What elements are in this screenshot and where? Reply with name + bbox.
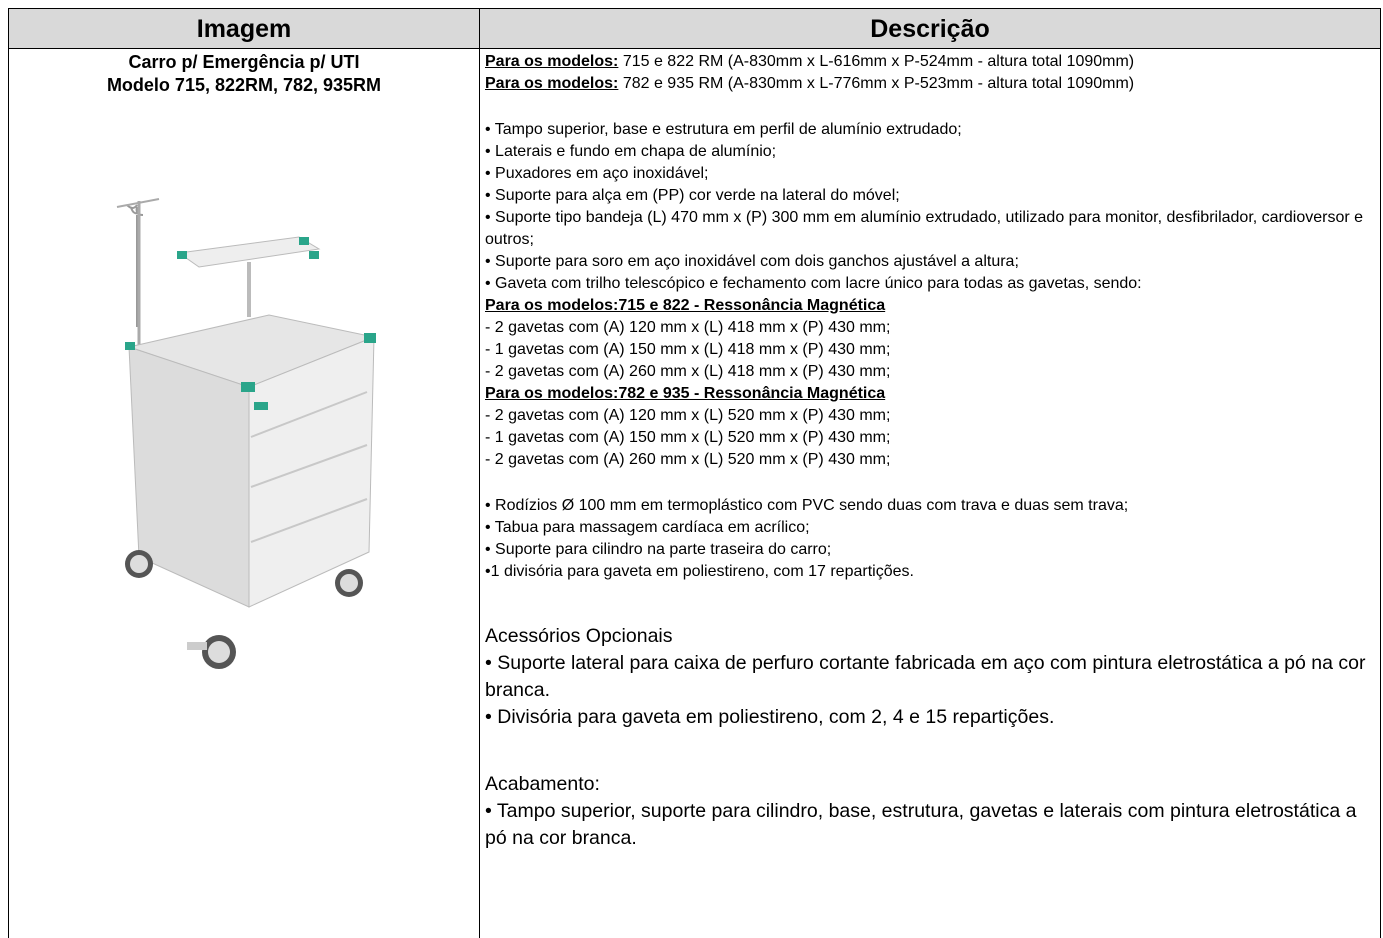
image-cell: Carro p/ Emergência p/ UTI Modelo 715, 8… — [9, 51, 479, 97]
drawer-line: - 2 gavetas com (A) 260 mm x (L) 520 mm … — [485, 451, 891, 468]
drawer-line: - 1 gavetas com (A) 150 mm x (L) 520 mm … — [485, 429, 891, 446]
section: Acabamento: • Tampo superior, suporte par… — [485, 771, 1376, 852]
extra-item: • Tabua para massagem cardíaca em acríli… — [485, 519, 810, 536]
group-heading: Para os modelos:782 e 935 - Ressonância … — [485, 385, 886, 402]
drawer-line: - 1 gavetas com (A) 150 mm x (L) 418 mm … — [485, 341, 891, 358]
dimension-label: Para os modelos: — [485, 53, 619, 70]
spacer — [485, 731, 1376, 771]
feature-item: • Suporte para soro em aço inoxidável co… — [485, 253, 1019, 270]
header-cell: Descrição — [480, 9, 1380, 49]
column-divider — [479, 49, 480, 938]
dimension-label: Para os modelos: — [485, 75, 619, 92]
spacer — [485, 583, 1376, 623]
spacer — [485, 471, 1376, 495]
section-item: • Suporte lateral para caixa de perfuro … — [485, 652, 1366, 701]
feature-item: • Suporte tipo bandeja (L) 470 mm x (P) … — [485, 209, 1364, 248]
cart-image — [116, 198, 376, 669]
drawer-line: - 2 gavetas com (A) 120 mm x (L) 520 mm … — [485, 407, 891, 424]
section-heading: Acabamento: — [485, 773, 600, 795]
feature-item: • Suporte para alça em (PP) cor verde na… — [485, 187, 900, 204]
drawer-line: - 2 gavetas com (A) 260 mm x (L) 418 mm … — [485, 363, 891, 380]
extra-item: •1 divisória para gaveta em poliestireno… — [485, 563, 914, 580]
header-cell: Imagem — [9, 9, 480, 49]
dimension-text: 782 e 935 RM (A-830mm x L-776mm x P-523m… — [618, 75, 1135, 92]
drawer-line: - 2 gavetas com (A) 120 mm x (L) 418 mm … — [485, 319, 891, 336]
spacer — [485, 95, 1376, 119]
extra-item: • Rodízios Ø 100 mm em termoplástico com… — [485, 497, 1129, 514]
section-heading: Acessórios Opcionais — [485, 625, 673, 647]
section-item: • Tampo superior, suporte para cilindro,… — [485, 800, 1357, 849]
dimension-line: Para os modelos: 715 e 822 RM (A-830mm x… — [485, 51, 1376, 73]
feature-item: • Puxadores em aço inoxidável; — [485, 165, 709, 182]
feature-item: • Tampo superior, base e estrutura em pe… — [485, 121, 962, 138]
product-title: Carro p/ Emergência p/ UTI — [128, 52, 360, 72]
spec-table: Imagem Descrição Carro p/ Emergência p/ … — [8, 8, 1381, 938]
group-heading: Para os modelos:715 e 822 - Ressonância … — [485, 297, 886, 314]
feature-item: • Gaveta com trilho telescópico e fecham… — [485, 275, 1142, 292]
section: Acessórios Opcionais • Suporte lateral pa… — [485, 623, 1376, 731]
dimension-line: Para os modelos: 782 e 935 RM (A-830mm x… — [485, 73, 1376, 95]
description-cell: Para os modelos: 715 e 822 RM (A-830mm x… — [485, 51, 1376, 852]
feature-item: • Laterais e fundo em chapa de alumínio; — [485, 143, 777, 160]
dimension-text: 715 e 822 RM (A-830mm x L-616mm x P-524m… — [618, 53, 1135, 70]
section-item: • Divisória para gaveta em poliestireno,… — [485, 706, 1055, 728]
product-models: Modelo 715, 822RM, 782, 935RM — [106, 75, 382, 95]
extra-item: • Suporte para cilindro na parte traseir… — [485, 541, 832, 558]
